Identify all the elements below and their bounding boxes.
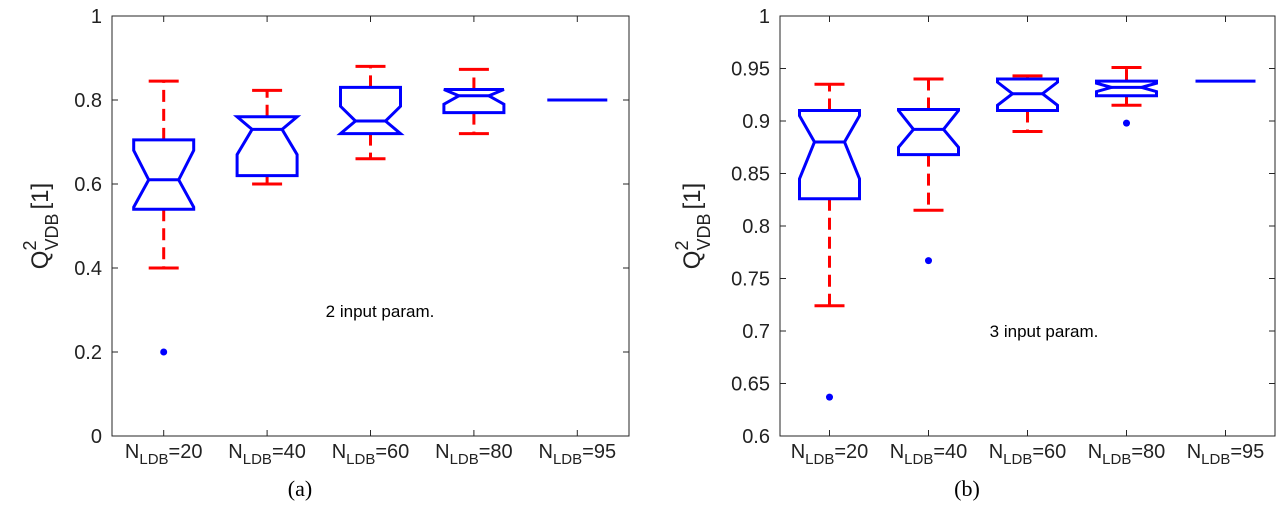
x-tick-sub: LDB <box>450 451 479 468</box>
notched-box <box>1095 79 1158 98</box>
x-tick-value: =80 <box>1131 441 1165 463</box>
notched-box <box>798 109 861 201</box>
x-tick-value: =80 <box>479 441 513 463</box>
y-tick-label: 0.2 <box>74 342 102 364</box>
y-tick-label: 0.95 <box>731 59 770 81</box>
x-tick-value: =20 <box>834 441 868 463</box>
outlier-point <box>925 257 932 265</box>
box-2 <box>232 88 302 186</box>
y-label-sup: 2 <box>672 241 692 251</box>
x-tick-label: NLDB=95 <box>539 441 617 468</box>
x-tick-label: NLDB=40 <box>890 441 968 468</box>
outlier-point <box>1123 119 1130 127</box>
outlier-point <box>826 393 833 401</box>
x-tick-sub: LDB <box>139 451 168 468</box>
x-tick-value: =95 <box>582 441 616 463</box>
notched-box <box>996 77 1059 112</box>
x-tick-value: =95 <box>1230 441 1264 463</box>
x-tick-label: NLDB=80 <box>435 441 513 468</box>
box-3 <box>336 64 405 161</box>
y-tick-label: 0.85 <box>731 164 770 186</box>
y-tick-label: 1 <box>759 6 770 28</box>
panel-caption: (b) <box>954 476 980 501</box>
x-tick-main: N <box>890 441 904 463</box>
notched-box <box>336 85 405 136</box>
x-tick-main: N <box>125 441 139 463</box>
box-4 <box>1095 65 1158 127</box>
x-tick-label: NLDB=60 <box>989 441 1067 468</box>
x-tick-main: N <box>539 441 553 463</box>
notched-box <box>897 107 960 157</box>
box-1 <box>798 82 861 401</box>
x-tick-label: NLDB=40 <box>228 441 306 468</box>
y-tick-label: 0.65 <box>731 374 770 396</box>
x-tick-sub: LDB <box>1201 451 1230 468</box>
box-2 <box>897 77 960 265</box>
outlier-point <box>160 348 168 356</box>
x-tick-value: =40 <box>272 441 306 463</box>
x-tick-sub: LDB <box>1003 451 1032 468</box>
x-tick-value: =60 <box>1032 441 1066 463</box>
x-tick-sub: LDB <box>1102 451 1131 468</box>
y-tick-label: 0.6 <box>74 174 102 196</box>
y-label-sub: VDB <box>42 213 62 250</box>
x-tick-label: NLDB=20 <box>125 441 203 468</box>
annotation-text: 2 input param. <box>326 302 435 321</box>
y-tick-label: 0.4 <box>74 258 102 280</box>
y-tick-label: 0.8 <box>74 90 102 112</box>
x-tick-value: =60 <box>375 441 409 463</box>
x-tick-value: =40 <box>933 441 967 463</box>
y-tick-label: 0.7 <box>742 321 770 343</box>
y-label-sub: VDB <box>694 213 714 250</box>
notched-box <box>232 115 302 178</box>
x-tick-main: N <box>791 441 805 463</box>
x-tick-main: N <box>435 441 449 463</box>
x-tick-main: N <box>989 441 1003 463</box>
y-tick-label: 0.9 <box>742 111 770 133</box>
y-axis-label: Q2 VDB [1] <box>672 183 714 269</box>
x-tick-main: N <box>228 441 242 463</box>
x-tick-sub: LDB <box>346 451 375 468</box>
y-tick-label: 1 <box>91 6 102 28</box>
y-tick-label: 0.75 <box>731 269 770 291</box>
y-label-main: Q <box>27 251 54 270</box>
x-tick-main: N <box>1088 441 1102 463</box>
box-3 <box>996 74 1059 133</box>
y-tick-label: 0.6 <box>742 426 770 448</box>
annotation-text: 3 input param. <box>990 322 1099 341</box>
box-1 <box>132 79 196 356</box>
y-axis-label: Q2 VDB [1] <box>20 183 62 269</box>
y-tick-label: 0.8 <box>742 216 770 238</box>
x-tick-label: NLDB=60 <box>332 441 410 468</box>
x-tick-sub: LDB <box>904 451 933 468</box>
y-tick-label: 0 <box>91 426 102 448</box>
x-tick-label: NLDB=20 <box>791 441 869 468</box>
x-tick-label: NLDB=80 <box>1088 441 1166 468</box>
notched-box <box>132 138 196 211</box>
y-label-unit: [1] <box>679 183 706 210</box>
notched-box <box>442 88 506 115</box>
x-tick-value: =20 <box>169 441 203 463</box>
box-4 <box>442 67 506 136</box>
y-label-sup: 2 <box>20 241 40 251</box>
x-tick-sub: LDB <box>553 451 582 468</box>
x-tick-sub: LDB <box>805 451 834 468</box>
x-tick-main: N <box>1187 441 1201 463</box>
y-label-unit: [1] <box>27 183 54 210</box>
panel-caption: (a) <box>288 476 312 501</box>
y-label-main: Q <box>679 251 706 270</box>
x-tick-main: N <box>332 441 346 463</box>
x-tick-sub: LDB <box>243 451 272 468</box>
x-tick-label: NLDB=95 <box>1187 441 1265 468</box>
